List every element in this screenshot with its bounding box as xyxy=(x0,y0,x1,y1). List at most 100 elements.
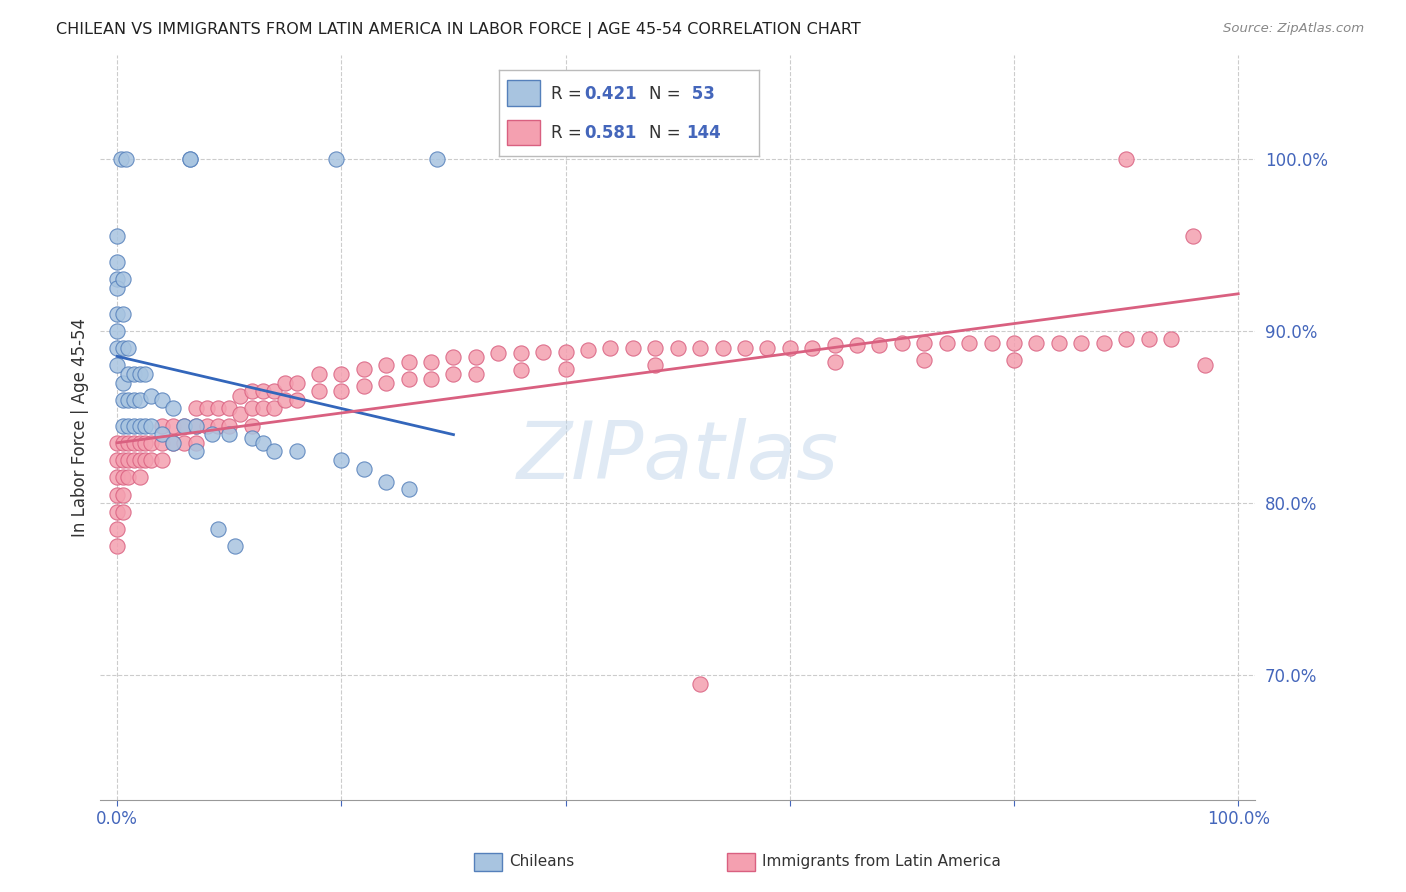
Point xyxy=(980,335,1002,350)
Point xyxy=(443,367,465,381)
Point xyxy=(912,335,935,350)
Point xyxy=(801,341,824,355)
Text: Immigrants from Latin America: Immigrants from Latin America xyxy=(762,855,1001,869)
Point xyxy=(105,453,128,467)
Point xyxy=(330,367,353,381)
Point xyxy=(1160,333,1182,347)
Point xyxy=(375,359,398,373)
Point xyxy=(285,392,308,407)
Point xyxy=(464,367,486,381)
Point xyxy=(554,344,576,359)
Point xyxy=(139,453,162,467)
Point xyxy=(117,367,139,381)
Point xyxy=(195,401,218,416)
Point xyxy=(139,435,162,450)
Point xyxy=(207,418,229,433)
Point xyxy=(1115,152,1137,166)
Y-axis label: In Labor Force | Age 45-54: In Labor Force | Age 45-54 xyxy=(72,318,89,537)
Point xyxy=(117,341,139,355)
Point xyxy=(134,435,156,450)
Point xyxy=(173,435,195,450)
Point xyxy=(115,152,138,166)
Point xyxy=(117,392,139,407)
Point xyxy=(1115,333,1137,347)
Point xyxy=(122,418,145,433)
Text: Source: ZipAtlas.com: Source: ZipAtlas.com xyxy=(1223,22,1364,36)
Point xyxy=(957,335,980,350)
Point xyxy=(117,470,139,484)
Point xyxy=(252,401,274,416)
Point xyxy=(689,677,711,691)
Point xyxy=(173,418,195,433)
Point xyxy=(111,453,134,467)
Point xyxy=(599,341,621,355)
Point xyxy=(846,337,869,351)
Point xyxy=(111,341,134,355)
Point xyxy=(128,453,150,467)
Point xyxy=(179,152,201,166)
Point xyxy=(1025,335,1047,350)
Point xyxy=(162,435,184,450)
Point xyxy=(105,359,128,373)
Point xyxy=(308,384,330,399)
Point xyxy=(128,418,150,433)
Point xyxy=(398,372,420,386)
Point xyxy=(1070,335,1092,350)
Point xyxy=(240,431,263,445)
Point xyxy=(330,384,353,399)
Point xyxy=(122,453,145,467)
Point xyxy=(218,401,240,416)
Point xyxy=(184,418,207,433)
Point xyxy=(162,435,184,450)
Point xyxy=(139,418,162,433)
Point xyxy=(184,435,207,450)
Point xyxy=(1047,335,1070,350)
Point xyxy=(111,307,134,321)
Point xyxy=(912,353,935,368)
Point xyxy=(464,350,486,364)
Point xyxy=(666,341,689,355)
Point xyxy=(218,427,240,442)
Point xyxy=(353,361,375,376)
Point xyxy=(353,461,375,475)
Point xyxy=(105,255,128,269)
Point xyxy=(240,418,263,433)
Point xyxy=(353,379,375,393)
Point xyxy=(824,337,846,351)
Point xyxy=(224,539,246,553)
Point xyxy=(128,392,150,407)
Point xyxy=(218,418,240,433)
Point xyxy=(375,376,398,390)
Point xyxy=(105,281,128,295)
Point xyxy=(139,389,162,403)
Point xyxy=(184,401,207,416)
Point xyxy=(644,359,666,373)
Point xyxy=(111,392,134,407)
Point xyxy=(122,367,145,381)
Point xyxy=(756,341,779,355)
Point xyxy=(128,470,150,484)
Point xyxy=(128,367,150,381)
Point xyxy=(229,407,252,421)
Point xyxy=(150,418,173,433)
Point xyxy=(644,341,666,355)
Point xyxy=(621,341,644,355)
Point xyxy=(207,401,229,416)
Point xyxy=(576,343,599,357)
Point xyxy=(325,152,347,166)
Point xyxy=(398,483,420,497)
Point xyxy=(285,444,308,458)
Point xyxy=(201,427,224,442)
Point xyxy=(531,344,554,359)
Point xyxy=(263,444,285,458)
Point xyxy=(486,346,509,360)
Point xyxy=(128,435,150,450)
Point xyxy=(111,376,134,390)
Point xyxy=(274,376,297,390)
Point xyxy=(426,152,449,166)
Point xyxy=(105,470,128,484)
Point xyxy=(105,505,128,519)
Point xyxy=(117,453,139,467)
Point xyxy=(195,418,218,433)
Point xyxy=(509,363,531,377)
